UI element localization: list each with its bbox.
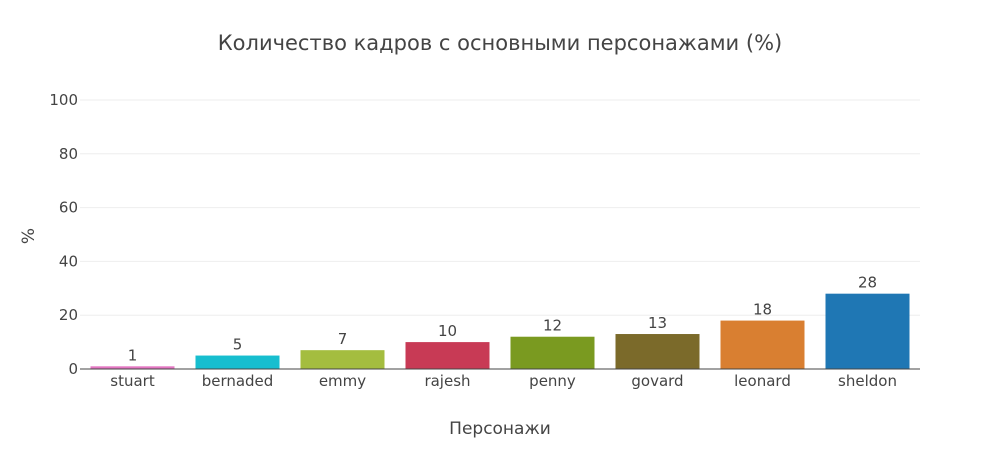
bar-sheldon[interactable] — [825, 293, 910, 369]
x-tick-labels: stuart bernaded emmy rajesh penny govard leona… — [110, 372, 897, 390]
x-axis-title: Персонажи — [449, 419, 551, 439]
data-labels: 1 5 7 10 12 13 18 28 — [128, 274, 877, 365]
x-tick-label-rajesh: rajesh — [424, 372, 470, 390]
y-tick-label: 40 — [59, 252, 78, 270]
data-label-govard: 13 — [648, 314, 667, 332]
data-label-bernaded: 5 — [233, 336, 243, 354]
y-tick-labels: 0 20 40 60 80 100 — [49, 91, 78, 378]
bar-penny[interactable] — [510, 336, 595, 369]
bar-bernaded[interactable] — [195, 355, 280, 369]
bar-govard[interactable] — [615, 334, 700, 369]
data-label-stuart: 1 — [128, 346, 138, 364]
bars — [90, 293, 910, 369]
x-tick-label-govard: govard — [631, 372, 683, 390]
data-label-leonard: 18 — [753, 301, 772, 319]
data-label-sheldon: 28 — [858, 274, 877, 292]
bar-emmy[interactable] — [300, 350, 385, 369]
chart-title: Количество кадров с основными персонажам… — [218, 31, 782, 55]
data-label-penny: 12 — [543, 317, 562, 335]
bar-leonard[interactable] — [720, 320, 805, 369]
x-tick-label-stuart: stuart — [110, 372, 155, 390]
x-tick-label-emmy: emmy — [319, 372, 366, 390]
y-axis-title: % — [19, 228, 39, 244]
y-tick-label: 60 — [59, 199, 78, 217]
y-tick-label: 80 — [59, 145, 78, 163]
x-tick-label-bernaded: bernaded — [202, 372, 274, 390]
bar-rajesh[interactable] — [405, 342, 490, 369]
y-tick-label: 100 — [49, 91, 78, 109]
gridlines — [80, 99, 920, 316]
data-label-rajesh: 10 — [438, 322, 457, 340]
x-tick-label-leonard: leonard — [734, 372, 791, 390]
x-tick-label-penny: penny — [529, 372, 576, 390]
y-tick-label: 20 — [59, 306, 78, 324]
y-tick-label: 0 — [68, 360, 78, 378]
x-tick-label-sheldon: sheldon — [838, 372, 897, 390]
data-label-emmy: 7 — [338, 330, 348, 348]
bar-stuart[interactable] — [90, 366, 175, 369]
